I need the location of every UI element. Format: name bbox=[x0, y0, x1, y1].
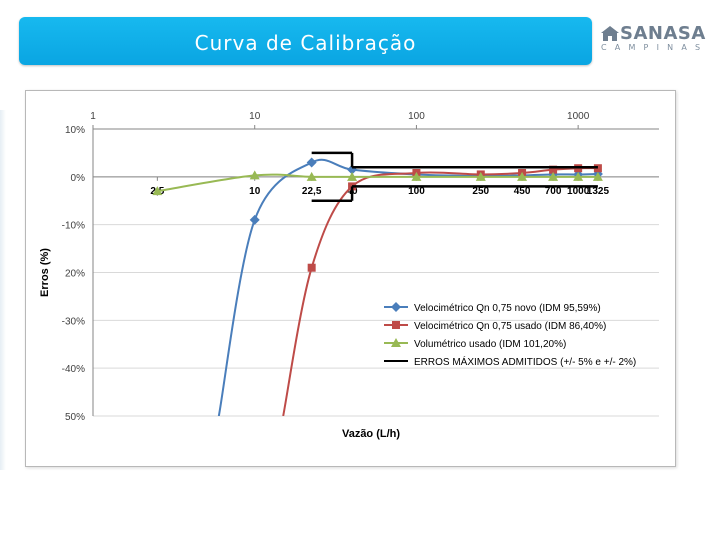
series-3-point bbox=[152, 186, 163, 196]
series-1-point bbox=[306, 157, 317, 168]
series-3-point bbox=[249, 170, 260, 180]
top-axis-tick-label: 10 bbox=[249, 111, 261, 122]
series-2-point bbox=[307, 263, 316, 272]
category-label: 250 bbox=[472, 186, 489, 197]
top-axis-tick-label: 1 bbox=[90, 111, 96, 122]
y-tick-label: 50% bbox=[65, 412, 85, 423]
legend-marker bbox=[391, 338, 401, 347]
series-3-point bbox=[548, 171, 559, 181]
title-banner: Curva de Calibração bbox=[19, 17, 592, 65]
y-tick-label: 10% bbox=[65, 125, 85, 136]
series-3-point bbox=[475, 171, 486, 181]
category-label: 450 bbox=[514, 186, 531, 197]
category-label: 10 bbox=[249, 186, 261, 197]
series-line-3 bbox=[157, 173, 598, 193]
logo-subtitle: CAMPINAS bbox=[601, 43, 709, 52]
series-3-point bbox=[517, 171, 528, 181]
legend-label: ERROS MÁXIMOS ADMITIDOS (+/- 5% e +/- 2%… bbox=[414, 355, 636, 368]
category-label: 1325 bbox=[587, 186, 610, 197]
series-3-point bbox=[592, 171, 603, 181]
x-axis-title: Vazão (L/h) bbox=[342, 428, 400, 440]
calibration-chart: 10%0%-10%20%-30%-40%50%11010010002,51022… bbox=[39, 111, 659, 440]
y-axis-title: Erros (%) bbox=[39, 248, 51, 297]
category-label: 700 bbox=[545, 186, 562, 197]
series-3-point bbox=[411, 171, 422, 181]
page-title: Curva de Calibração bbox=[194, 31, 417, 55]
y-tick-label: -40% bbox=[62, 364, 85, 375]
logo-name: SANASA bbox=[620, 23, 706, 44]
legend-label: Velocimétrico Qn 0,75 novo (IDM 95,59%) bbox=[414, 303, 601, 314]
y-tick-label: -30% bbox=[62, 316, 85, 327]
y-tick-label: -10% bbox=[62, 221, 85, 232]
series-2-point bbox=[549, 165, 558, 174]
side-decoration bbox=[0, 110, 6, 470]
top-axis-tick-label: 100 bbox=[408, 111, 425, 122]
series-3-point bbox=[347, 171, 358, 181]
house-icon bbox=[601, 26, 619, 41]
legend-marker bbox=[391, 302, 401, 312]
series-3-point bbox=[573, 171, 584, 181]
series-1-point bbox=[249, 214, 260, 225]
y-tick-label: 20% bbox=[65, 269, 85, 280]
series-3-point bbox=[306, 171, 317, 181]
series-1-point bbox=[347, 164, 358, 175]
series-line-1 bbox=[217, 158, 598, 416]
legend-label: Velocimétrico Qn 0,75 usado (IDM 86,40%) bbox=[414, 321, 606, 332]
y-tick-label: 0% bbox=[71, 173, 86, 184]
top-axis-tick-label: 1000 bbox=[567, 111, 590, 122]
legend-marker bbox=[392, 321, 400, 329]
category-label: 22,5 bbox=[302, 186, 322, 197]
legend-label: Volumétrico usado (IDM 101,20%) bbox=[414, 339, 566, 350]
chart-frame: 10%0%-10%20%-30%-40%50%11010010002,51022… bbox=[25, 90, 676, 467]
sanasa-logo: SANASA CAMPINAS bbox=[598, 22, 710, 54]
series-line-2 bbox=[282, 167, 598, 416]
category-label: 100 bbox=[408, 186, 425, 197]
category-label: 1000 bbox=[567, 186, 590, 197]
